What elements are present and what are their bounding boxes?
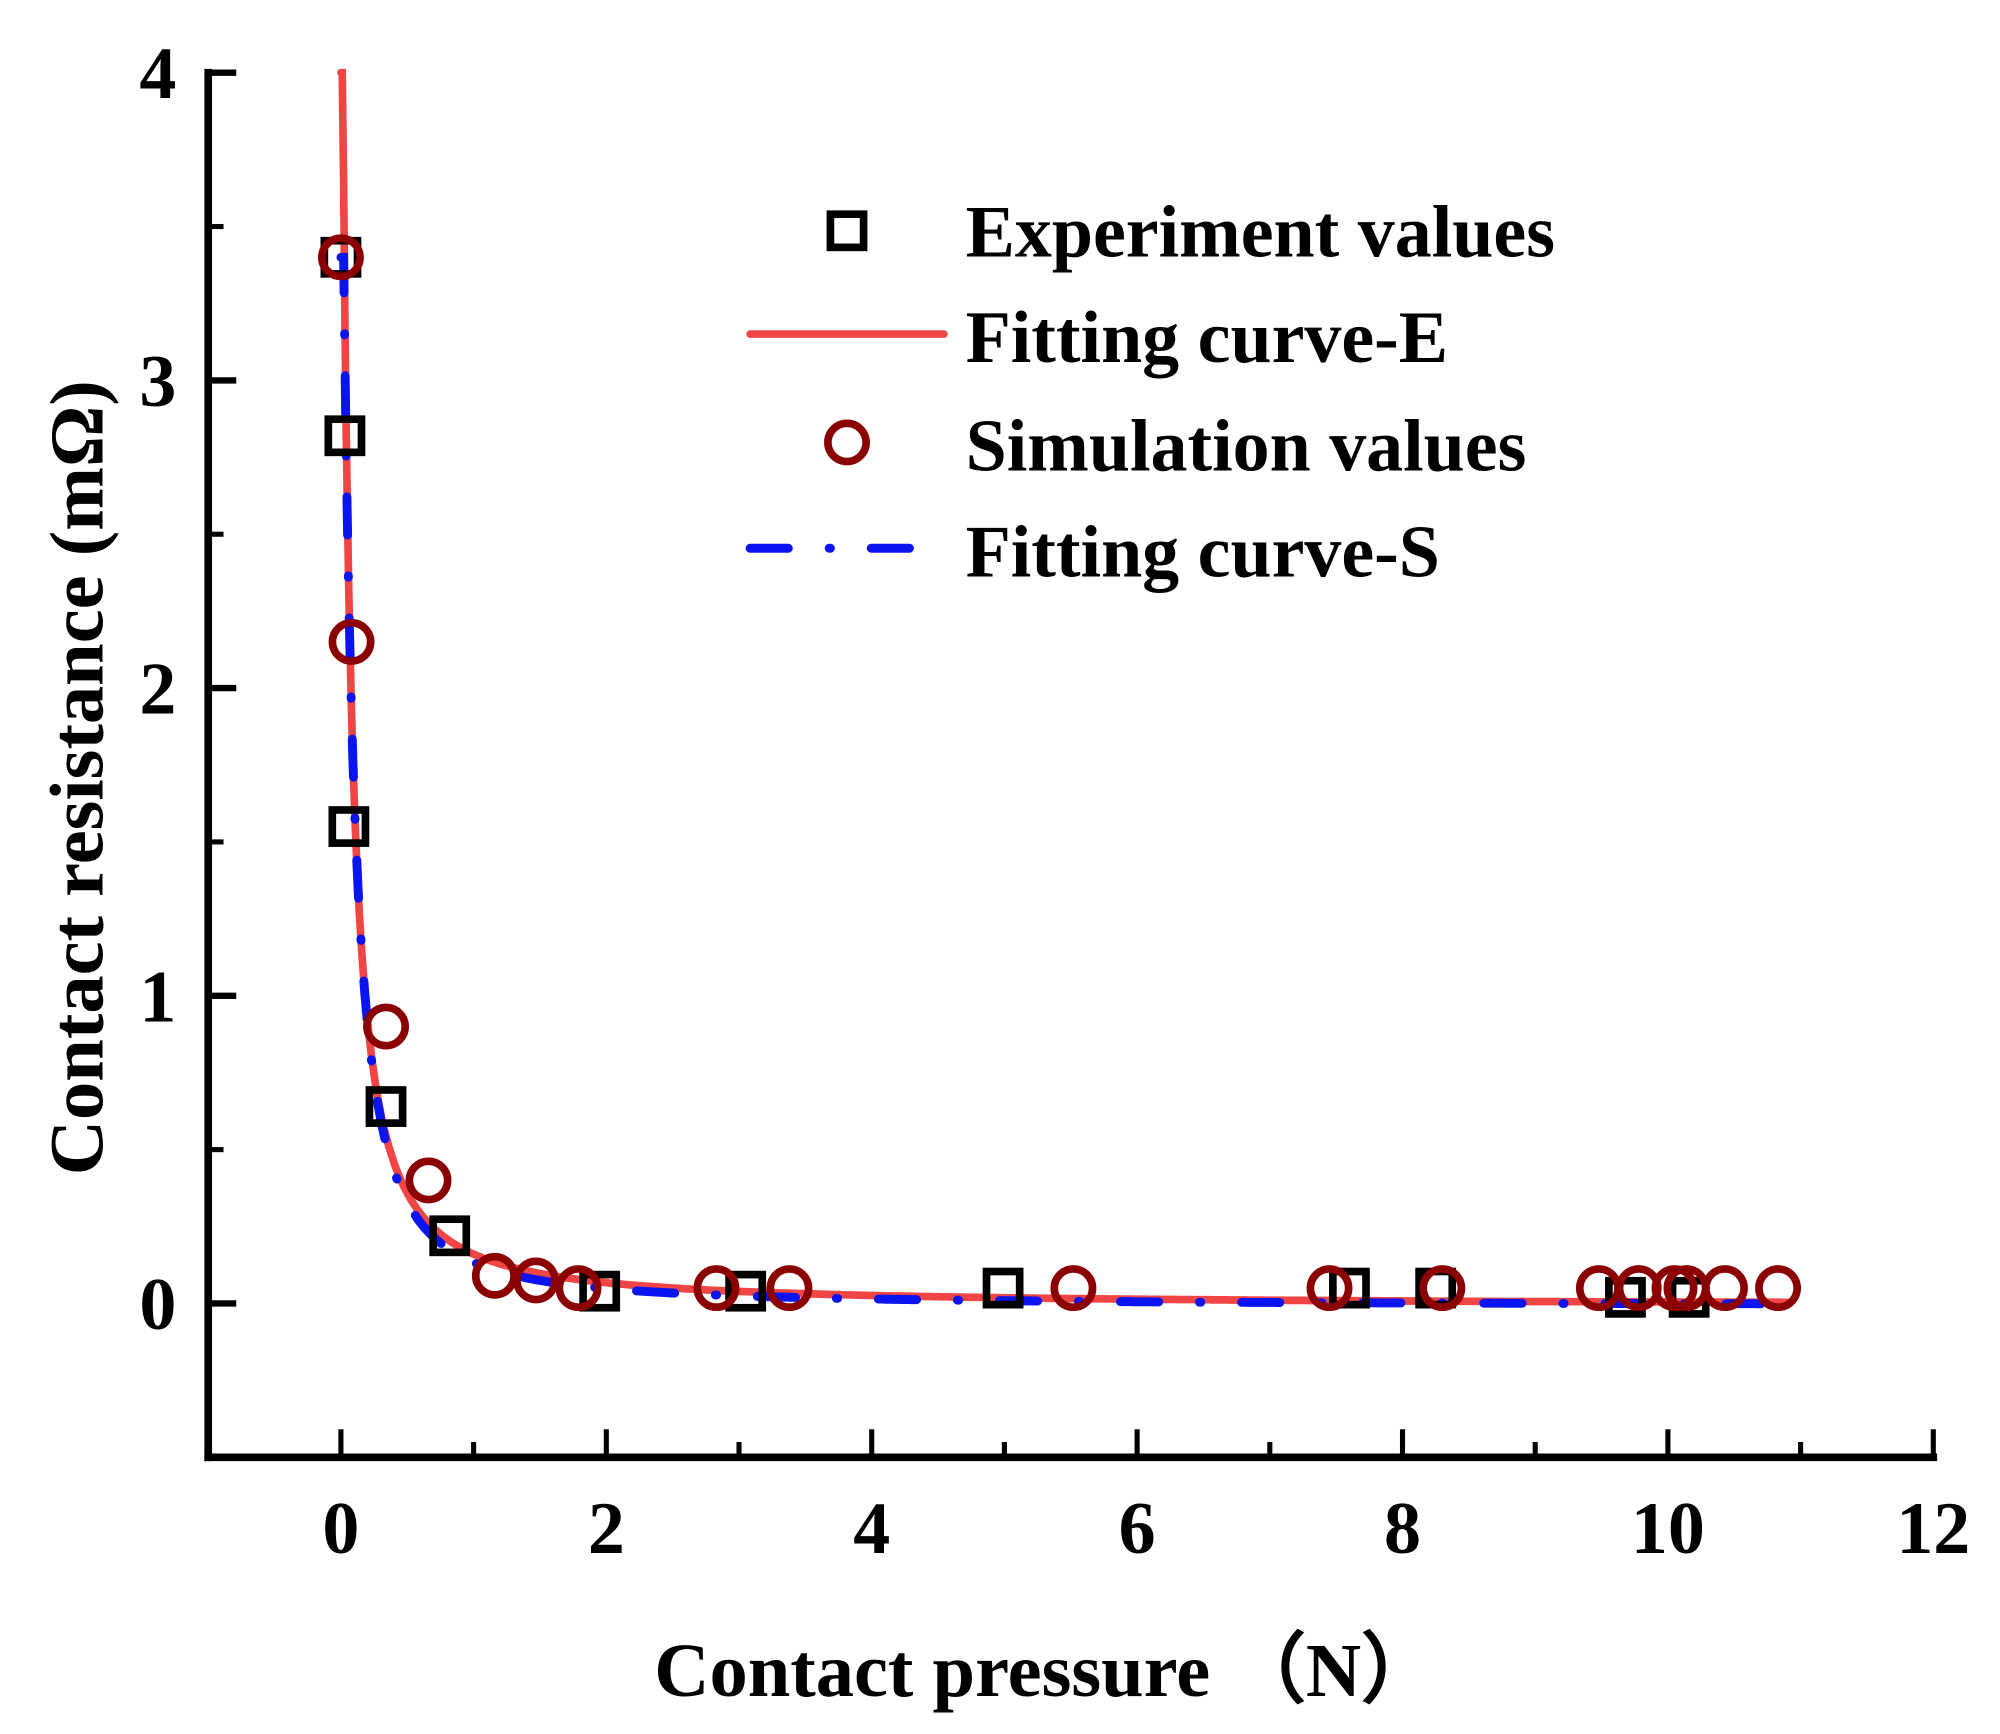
simulation-point bbox=[1306, 1265, 1353, 1312]
circle-marker-icon bbox=[824, 419, 870, 466]
x-tick-label: 12 bbox=[1896, 1487, 1970, 1569]
legend-label-experiment: Experiment values bbox=[966, 190, 1555, 272]
simulation-point bbox=[328, 618, 375, 665]
experiment-point bbox=[1605, 1276, 1646, 1318]
y-tick-label: 2 bbox=[139, 648, 176, 730]
square-marker-icon bbox=[826, 210, 868, 252]
simulation-point bbox=[555, 1265, 602, 1312]
x-tick-label: 4 bbox=[853, 1487, 890, 1569]
experiment-point bbox=[365, 1086, 407, 1127]
y-tick-label: 0 bbox=[139, 1263, 176, 1345]
simulation-point bbox=[693, 1265, 740, 1312]
x-tick-label: 6 bbox=[1119, 1487, 1156, 1569]
experiment-point bbox=[324, 415, 366, 457]
simulation-point bbox=[317, 234, 364, 281]
legend: Experiment values Fitting curve-E Simula… bbox=[745, 190, 1555, 592]
experiment-point bbox=[725, 1270, 767, 1312]
experiment-point bbox=[579, 1270, 621, 1312]
y-tick-label: 4 bbox=[139, 32, 176, 114]
simulation-point bbox=[405, 1157, 452, 1204]
simulation-point bbox=[1050, 1265, 1097, 1312]
x-tick-label: 0 bbox=[322, 1487, 359, 1569]
experiment-point bbox=[1329, 1267, 1370, 1309]
x-axis-title: Contact pressure （N） bbox=[654, 1628, 1437, 1713]
y-tick-label: 1 bbox=[139, 955, 176, 1037]
legend-label-fitting-e: Fitting curve-E bbox=[966, 296, 1449, 378]
plot-area bbox=[317, 68, 1801, 1318]
legend-item-fitting-s: Fitting curve-S bbox=[745, 510, 1440, 592]
simulation-point bbox=[1702, 1265, 1748, 1312]
simulation-point bbox=[766, 1265, 813, 1312]
legend-label-simulation: Simulation values bbox=[966, 404, 1527, 486]
legend-item-experiment: Experiment values bbox=[826, 190, 1555, 272]
simulation-point bbox=[1419, 1265, 1466, 1312]
experiment-point bbox=[982, 1267, 1024, 1309]
simulation-point bbox=[1755, 1265, 1801, 1312]
simulation-point bbox=[363, 1003, 409, 1050]
legend-item-simulation: Simulation values bbox=[824, 404, 1527, 486]
x-tick-label: 10 bbox=[1631, 1487, 1705, 1569]
y-axis-title: Contact resistance (mΩ) bbox=[34, 380, 119, 1175]
x-tick-label: 2 bbox=[588, 1487, 625, 1569]
y-tick-label: 3 bbox=[139, 340, 176, 422]
legend-item-fitting-e: Fitting curve-E bbox=[746, 296, 1449, 378]
x-tick-label: 8 bbox=[1384, 1487, 1421, 1569]
simulation-point bbox=[513, 1257, 559, 1304]
fitting-curve-s bbox=[336, 252, 1766, 1309]
experiment-point bbox=[328, 806, 370, 847]
legend-label-fitting-s: Fitting curve-S bbox=[966, 510, 1440, 592]
axes bbox=[204, 68, 1938, 1462]
experiment-point bbox=[429, 1215, 471, 1257]
